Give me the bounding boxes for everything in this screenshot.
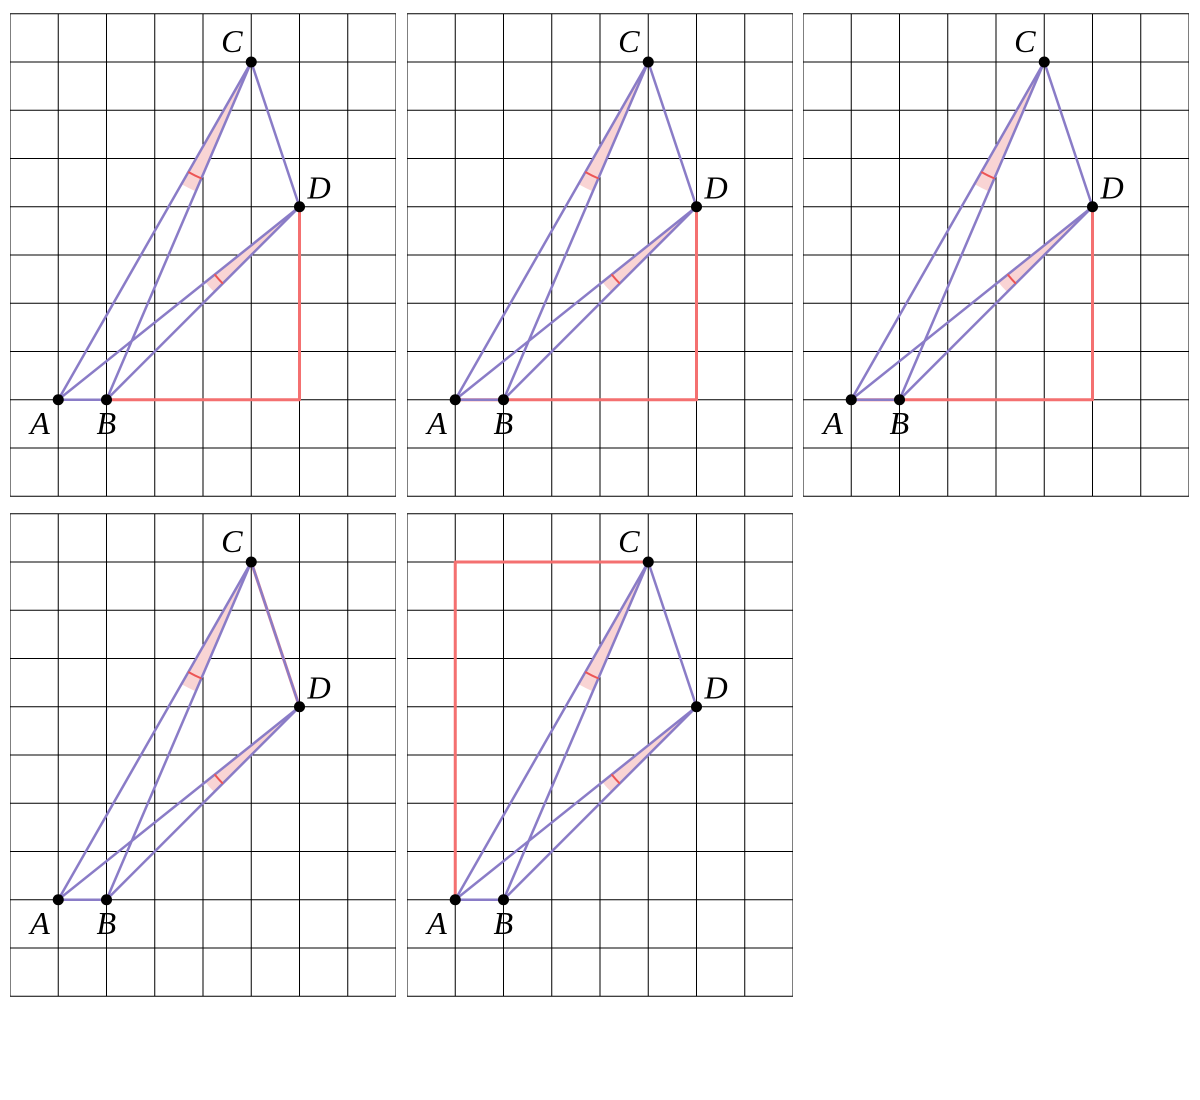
panel-3: A B C D: [803, 10, 1190, 500]
panel-5: A B C D: [407, 510, 794, 1000]
purple-edges: [455, 62, 696, 400]
label-D: D: [307, 670, 331, 706]
point-D: [294, 201, 305, 212]
grid: [407, 514, 793, 997]
point-B: [498, 394, 509, 405]
label-B: B: [890, 405, 910, 441]
panel-4: A B C D: [10, 510, 397, 1000]
label-B: B: [96, 405, 116, 441]
point-C: [246, 56, 257, 67]
label-A: A: [28, 405, 50, 441]
point-D: [1087, 201, 1098, 212]
point-B: [894, 394, 905, 405]
grid: [10, 14, 396, 497]
point-D: [294, 701, 305, 712]
point-B: [101, 394, 112, 405]
point-A: [449, 394, 460, 405]
purple-edges: [455, 562, 696, 900]
label-A: A: [821, 405, 843, 441]
label-A: A: [28, 905, 50, 941]
point-A: [53, 894, 64, 905]
point-C: [1039, 56, 1050, 67]
label-D: D: [1100, 170, 1124, 206]
grid: [803, 14, 1189, 497]
label-C: C: [1014, 23, 1036, 59]
purple-edges: [58, 62, 299, 400]
point-C: [246, 556, 257, 567]
label-B: B: [493, 405, 513, 441]
grid: [407, 14, 793, 497]
point-B: [498, 894, 509, 905]
label-D: D: [703, 170, 727, 206]
label-D: D: [307, 170, 331, 206]
purple-edges: [852, 62, 1093, 400]
point-D: [691, 201, 702, 212]
label-A: A: [425, 905, 447, 941]
point-B: [101, 894, 112, 905]
purple-edges: [58, 562, 299, 900]
label-C: C: [221, 23, 243, 59]
point-A: [53, 394, 64, 405]
diagram-grid: A B C D A B C D A B C D A B C D A B C D: [10, 10, 1190, 1000]
label-C: C: [618, 523, 640, 559]
label-C: C: [221, 523, 243, 559]
panel-1: A B C D: [10, 10, 397, 500]
label-C: C: [618, 23, 640, 59]
label-A: A: [425, 405, 447, 441]
point-A: [846, 394, 857, 405]
panel-2: A B C D: [407, 10, 794, 500]
grid: [10, 514, 396, 997]
label-D: D: [703, 670, 727, 706]
point-C: [642, 556, 653, 567]
label-B: B: [493, 905, 513, 941]
point-C: [642, 56, 653, 67]
label-B: B: [96, 905, 116, 941]
point-D: [691, 701, 702, 712]
point-A: [449, 894, 460, 905]
